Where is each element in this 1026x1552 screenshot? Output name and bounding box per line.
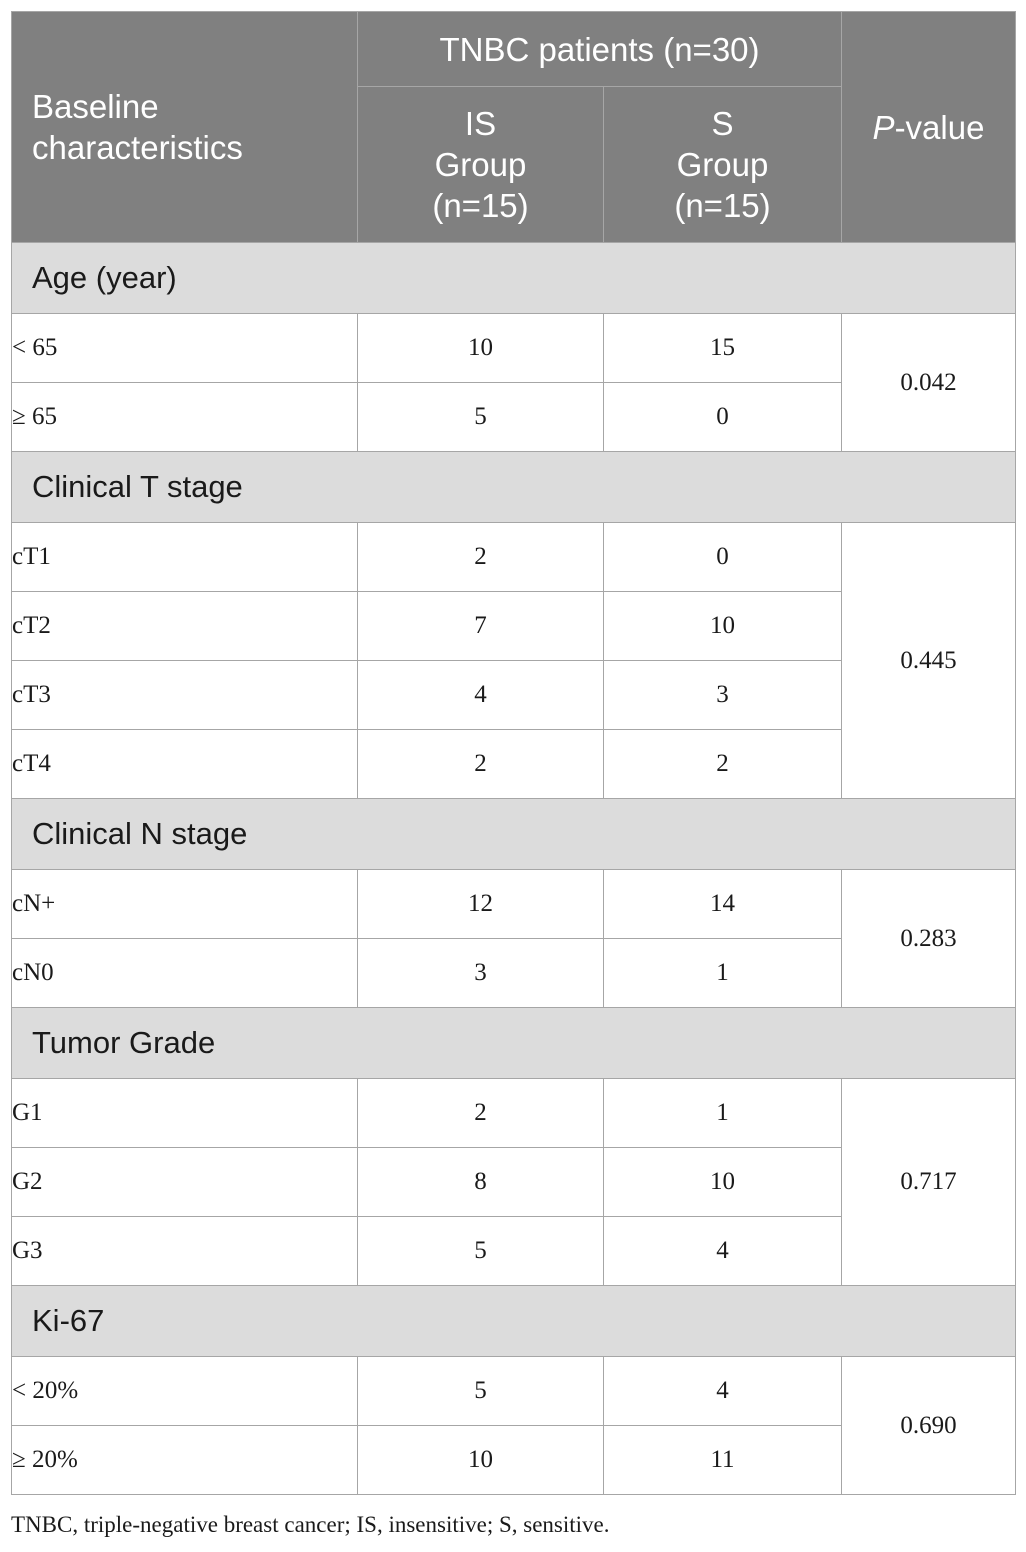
- row-label: ≥ 65: [11, 382, 358, 452]
- is-group-value: 5: [357, 1356, 604, 1426]
- section-row: Clinical T stage: [11, 451, 1016, 523]
- is-group-value: 8: [357, 1147, 604, 1217]
- table-row: ≥ 20% 10 11: [11, 1425, 1016, 1495]
- table-row: < 20% 5 4 0.690: [11, 1356, 1016, 1495]
- s-group-value: 10: [603, 591, 842, 661]
- section-title: Clinical T stage: [11, 451, 1016, 523]
- table-row: < 65 10 15 0.042: [11, 313, 1016, 452]
- row-label: cN+: [11, 869, 358, 939]
- p-value-header-rest: -value: [894, 108, 985, 146]
- table-row: cN+ 12 14 0.283: [11, 869, 1016, 1008]
- s-group-value: 1: [603, 1078, 842, 1148]
- is-group-value: 5: [357, 382, 604, 452]
- section-title: Age (year): [11, 242, 1016, 314]
- row-label: G3: [11, 1216, 358, 1286]
- section-row: Ki-67: [11, 1285, 1016, 1357]
- s-group-value: 10: [603, 1147, 842, 1217]
- s-group-value: 15: [603, 313, 842, 383]
- row-label: G2: [11, 1147, 358, 1217]
- is-group-header: IS Group (n=15): [357, 86, 604, 243]
- section-title: Clinical N stage: [11, 798, 1016, 870]
- table-row: ≥ 65 5 0: [11, 382, 1016, 452]
- p-value-header: P-value: [841, 11, 1016, 243]
- section-row: Age (year): [11, 242, 1016, 314]
- row-label: cT3: [11, 660, 358, 730]
- row-label: < 65: [11, 313, 358, 383]
- row-label: cN0: [11, 938, 358, 1008]
- row-label: cT4: [11, 729, 358, 799]
- is-group-value: 12: [357, 869, 604, 939]
- table-footnote: TNBC, triple-negative breast cancer; IS,…: [11, 1512, 610, 1537]
- s-group-value: 2: [603, 729, 842, 799]
- table-row: G2 8 10: [11, 1147, 1016, 1217]
- p-value-cell: 0.042: [841, 313, 1016, 452]
- s-group-value: 1: [603, 938, 842, 1008]
- table-header: Baseline characteristics TNBC patients (…: [11, 11, 1016, 243]
- is-group-value: 4: [357, 660, 604, 730]
- is-group-value: 7: [357, 591, 604, 661]
- section-title: Tumor Grade: [11, 1007, 1016, 1079]
- s-group-value: 4: [603, 1216, 842, 1286]
- tnbc-patients-header: TNBC patients (n=30): [357, 11, 842, 87]
- p-value-cell: 0.283: [841, 869, 1016, 1008]
- p-value-cell: 0.717: [841, 1078, 1016, 1286]
- s-group-value: 0: [603, 382, 842, 452]
- p-value-cell: 0.690: [841, 1356, 1016, 1495]
- s-group-header: S Group (n=15): [603, 86, 842, 243]
- is-group-value: 5: [357, 1216, 604, 1286]
- s-group-value: 11: [603, 1425, 842, 1495]
- table-row: G1 2 1 0.717: [11, 1078, 1016, 1286]
- p-value-header-italic: P: [872, 108, 895, 146]
- is-group-value: 2: [357, 1078, 604, 1148]
- s-group-value: 14: [603, 869, 842, 939]
- is-group-value: 3: [357, 938, 604, 1008]
- is-group-value: 10: [357, 1425, 604, 1495]
- table-row: cT1 2 0 0.445: [11, 522, 1016, 799]
- row-label: cT2: [11, 591, 358, 661]
- baseline-characteristics-table: Baseline characteristics TNBC patients (…: [11, 11, 1016, 1495]
- row-label: < 20%: [11, 1356, 358, 1426]
- is-group-value: 2: [357, 522, 604, 592]
- is-group-value: 10: [357, 313, 604, 383]
- row-label: cT1: [11, 522, 358, 592]
- table-body: Age (year) < 65 10 15 0.042 ≥ 65 5 0 Clinical T …: [11, 242, 1016, 1495]
- s-group-value: 4: [603, 1356, 842, 1426]
- table-row: cN0 3 1: [11, 938, 1016, 1008]
- p-value-cell: 0.445: [841, 522, 1016, 799]
- section-title: Ki-67: [11, 1285, 1016, 1357]
- row-label: ≥ 20%: [11, 1425, 358, 1495]
- is-group-value: 2: [357, 729, 604, 799]
- row-label: G1: [11, 1078, 358, 1148]
- section-row: Tumor Grade: [11, 1007, 1016, 1079]
- s-group-value: 0: [603, 522, 842, 592]
- s-group-value: 3: [603, 660, 842, 730]
- table-row: cT2 7 10: [11, 591, 1016, 661]
- baseline-characteristics-header: Baseline characteristics: [11, 11, 358, 243]
- section-row: Clinical N stage: [11, 798, 1016, 870]
